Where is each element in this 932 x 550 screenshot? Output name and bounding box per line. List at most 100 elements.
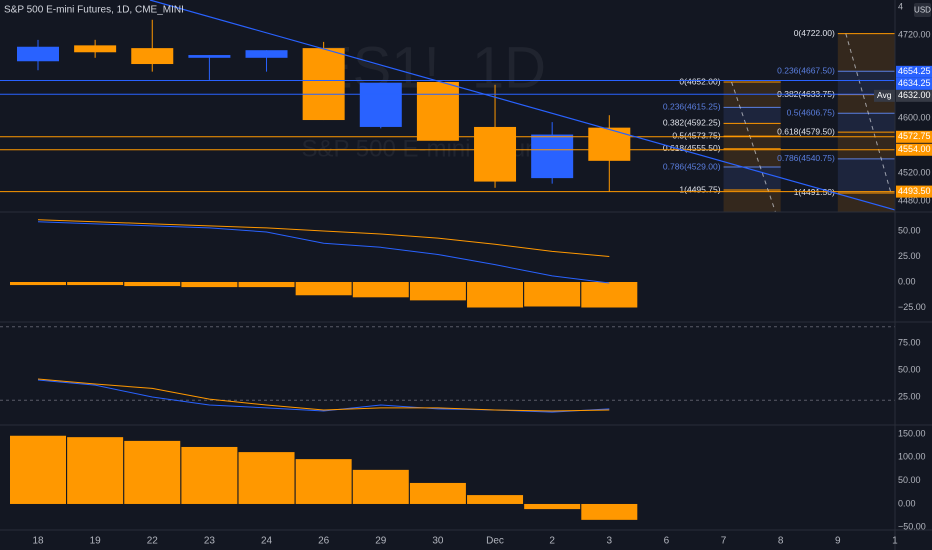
- histogram-bar: [295, 282, 352, 296]
- histogram-bar: [124, 440, 181, 504]
- currency-label[interactable]: USD: [914, 6, 931, 15]
- candle-body: [131, 48, 174, 65]
- price-label: 4572.75: [898, 131, 931, 141]
- y-tick-label: 4: [898, 2, 903, 12]
- histogram-bar: [409, 282, 466, 301]
- histogram-bar: [581, 503, 638, 520]
- fib-zone: [723, 167, 781, 191]
- fib-label: 0.786(4529.00): [663, 161, 721, 171]
- fib-zone: [837, 158, 895, 193]
- fib-label: 0.786(4540.75): [777, 153, 835, 163]
- histogram-bar: [467, 282, 524, 308]
- y-tick-label: 50.00: [898, 475, 921, 485]
- y-tick-label: 150.00: [898, 428, 926, 438]
- price-label-bg: [896, 89, 932, 102]
- histogram-bar: [238, 282, 295, 288]
- fib-zone: [837, 71, 895, 95]
- candle-body: [474, 126, 517, 182]
- fib-label: 1(4495.75): [679, 184, 720, 194]
- histogram-bar: [352, 469, 409, 504]
- histogram-bar: [524, 282, 581, 307]
- fib-label: 0.5(4606.75): [787, 108, 835, 118]
- indicator-pane: [10, 435, 638, 520]
- fib-zone: [723, 190, 781, 212]
- candle-body: [17, 46, 59, 62]
- trend-line: [149, 0, 895, 211]
- x-tick-label: 1: [892, 536, 898, 547]
- candle-body: [531, 134, 574, 179]
- x-tick-label: Dec: [486, 536, 504, 547]
- histogram-bar: [295, 459, 352, 504]
- fib-zone: [837, 132, 895, 159]
- x-tick-label: 24: [261, 536, 273, 547]
- price-label-bg: [896, 65, 932, 78]
- indicator-pane: [10, 219, 638, 308]
- price-label: 4654.25: [898, 66, 931, 76]
- fib-label: 0.5(4573.75): [672, 130, 720, 140]
- y-tick-label: 25.00: [898, 391, 921, 401]
- price-label-bg: [896, 143, 932, 156]
- price-label-bg: [896, 185, 932, 198]
- y-tick-label: 4600.00: [898, 112, 931, 122]
- fib-label: 0(4652.00): [679, 76, 720, 86]
- histogram-bar: [10, 435, 66, 504]
- fib-zone: [723, 136, 781, 149]
- candle-body: [302, 48, 345, 121]
- histogram-bar: [181, 282, 238, 288]
- histogram-bar: [124, 282, 181, 287]
- fib-zone: [723, 148, 781, 168]
- fib-label: 0.236(4615.25): [663, 102, 721, 112]
- histogram-bar: [10, 282, 66, 286]
- x-tick-label: 29: [375, 536, 387, 547]
- fib-label: 0.618(4555.50): [663, 143, 721, 153]
- x-tick-label: 8: [778, 536, 784, 547]
- fib-zone: [837, 33, 895, 72]
- price-tag: Avg: [877, 90, 892, 100]
- histogram-bar: [181, 446, 238, 504]
- y-tick-label: 75.00: [898, 337, 921, 347]
- price-label-bg: [896, 77, 932, 90]
- x-tick-label: 9: [835, 536, 841, 547]
- y-tick-label: 4480.00: [898, 195, 931, 205]
- candle-body: [359, 82, 402, 127]
- y-tick-label: 100.00: [898, 452, 926, 462]
- y-tick-label: 50.00: [898, 225, 921, 235]
- y-tick-label: 4520.00: [898, 168, 931, 178]
- x-tick-label: 2: [549, 536, 555, 547]
- price-label: 4632.00: [898, 90, 931, 100]
- y-tick-label: −50.00: [898, 522, 926, 532]
- fib-label: 0.382(4592.25): [663, 118, 721, 128]
- histogram-bar: [238, 452, 295, 504]
- candle-body: [588, 127, 631, 161]
- indicator-pane: [0, 326, 895, 413]
- x-tick-label: 6: [664, 536, 670, 547]
- y-tick-label: 50.00: [898, 364, 921, 374]
- fib-label: 0(4722.00): [794, 28, 835, 38]
- fib-label: 0.618(4579.50): [777, 126, 835, 136]
- fib-zone: [837, 113, 895, 133]
- price-pane: 0(4652.00) 0.236(4615.25) 0.382(4592.25) 0.…: [0, 0, 895, 212]
- price-label: 4493.50: [898, 186, 931, 196]
- indicator-line: [37, 378, 610, 412]
- indicator-line: [37, 221, 610, 284]
- y-tick-label: 4720.00: [898, 29, 931, 39]
- y-tick-label: 0.00: [898, 276, 916, 286]
- x-tick-label: 30: [432, 536, 444, 547]
- candle-body: [245, 50, 288, 58]
- fib-label: 1(4491.50): [794, 187, 835, 197]
- x-tick-label: 18: [32, 536, 44, 547]
- price-tag-bg: [874, 89, 895, 102]
- chart-title: S&P 500 E-mini Futures, 1D, CME_MINI: [4, 5, 184, 16]
- x-tick-label: 19: [90, 536, 102, 547]
- histogram-bar: [467, 495, 524, 504]
- x-tick-label: 26: [318, 536, 330, 547]
- fib-zone: [723, 107, 781, 124]
- histogram-bar: [67, 437, 124, 504]
- currency-badge[interactable]: [914, 3, 931, 17]
- histogram-bar: [67, 282, 124, 286]
- histogram-bar: [409, 482, 466, 504]
- candle-body: [416, 82, 459, 141]
- y-tick-label: 25.00: [898, 251, 921, 261]
